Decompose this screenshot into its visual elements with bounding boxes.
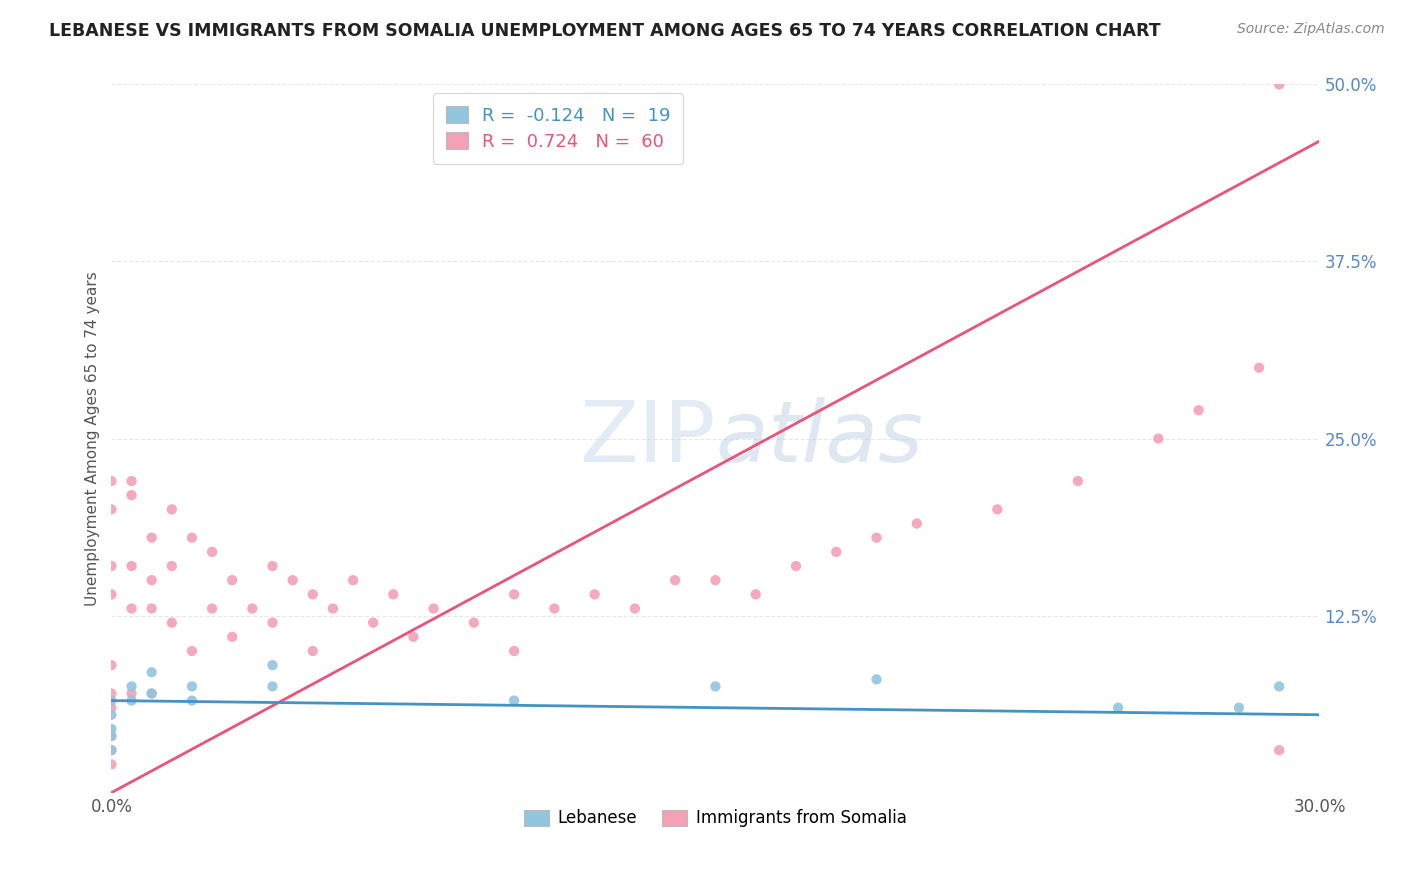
Point bbox=[100, 693, 122, 707]
Point bbox=[100, 700, 122, 714]
Point bbox=[402, 630, 425, 644]
Point bbox=[1067, 474, 1090, 488]
Point bbox=[121, 601, 143, 615]
Point bbox=[342, 573, 364, 587]
Text: atlas: atlas bbox=[716, 397, 924, 480]
Point bbox=[583, 587, 606, 601]
Point bbox=[160, 559, 183, 574]
Point bbox=[100, 729, 122, 743]
Point bbox=[100, 729, 122, 743]
Point bbox=[503, 644, 526, 658]
Point bbox=[141, 601, 163, 615]
Point bbox=[141, 531, 163, 545]
Point bbox=[121, 488, 143, 502]
Point bbox=[181, 693, 204, 707]
Point bbox=[543, 601, 565, 615]
Point bbox=[503, 587, 526, 601]
Point bbox=[181, 644, 204, 658]
Point bbox=[100, 658, 122, 673]
Point bbox=[262, 658, 284, 673]
Point bbox=[624, 601, 647, 615]
Point bbox=[825, 545, 848, 559]
Point bbox=[382, 587, 405, 601]
Y-axis label: Unemployment Among Ages 65 to 74 years: Unemployment Among Ages 65 to 74 years bbox=[86, 271, 100, 606]
Point bbox=[141, 665, 163, 680]
Point bbox=[221, 573, 243, 587]
Point bbox=[785, 559, 807, 574]
Point bbox=[704, 573, 727, 587]
Point bbox=[1268, 78, 1291, 92]
Point bbox=[986, 502, 1008, 516]
Point bbox=[100, 757, 122, 772]
Point bbox=[301, 644, 323, 658]
Point bbox=[121, 686, 143, 700]
Point bbox=[905, 516, 928, 531]
Point bbox=[201, 601, 224, 615]
Text: LEBANESE VS IMMIGRANTS FROM SOMALIA UNEMPLOYMENT AMONG AGES 65 TO 74 YEARS CORRE: LEBANESE VS IMMIGRANTS FROM SOMALIA UNEM… bbox=[49, 22, 1161, 40]
Point bbox=[121, 693, 143, 707]
Point bbox=[181, 680, 204, 694]
Point bbox=[100, 743, 122, 757]
Point bbox=[240, 601, 263, 615]
Point bbox=[1268, 743, 1291, 757]
Point bbox=[100, 474, 122, 488]
Point bbox=[744, 587, 766, 601]
Point bbox=[422, 601, 444, 615]
Point bbox=[301, 587, 323, 601]
Point bbox=[181, 531, 204, 545]
Point bbox=[262, 615, 284, 630]
Point bbox=[121, 680, 143, 694]
Point bbox=[1147, 432, 1170, 446]
Point bbox=[100, 743, 122, 757]
Point bbox=[100, 707, 122, 722]
Point bbox=[262, 680, 284, 694]
Point bbox=[160, 615, 183, 630]
Point bbox=[361, 615, 384, 630]
Point bbox=[1247, 360, 1270, 375]
Text: Source: ZipAtlas.com: Source: ZipAtlas.com bbox=[1237, 22, 1385, 37]
Point bbox=[100, 587, 122, 601]
Point bbox=[160, 502, 183, 516]
Point bbox=[1227, 700, 1250, 714]
Point bbox=[121, 559, 143, 574]
Point bbox=[463, 615, 485, 630]
Point bbox=[664, 573, 686, 587]
Text: ZIP: ZIP bbox=[579, 397, 716, 480]
Point bbox=[262, 559, 284, 574]
Point bbox=[121, 474, 143, 488]
Point bbox=[100, 722, 122, 736]
Point bbox=[704, 680, 727, 694]
Point bbox=[865, 673, 887, 687]
Point bbox=[281, 573, 304, 587]
Point bbox=[1188, 403, 1211, 417]
Legend: Lebanese, Immigrants from Somalia: Lebanese, Immigrants from Somalia bbox=[517, 803, 912, 834]
Point bbox=[141, 573, 163, 587]
Point bbox=[221, 630, 243, 644]
Point bbox=[141, 686, 163, 700]
Point bbox=[865, 531, 887, 545]
Point bbox=[201, 545, 224, 559]
Point bbox=[100, 502, 122, 516]
Point bbox=[1268, 680, 1291, 694]
Point bbox=[322, 601, 344, 615]
Point bbox=[141, 686, 163, 700]
Point bbox=[100, 686, 122, 700]
Point bbox=[100, 559, 122, 574]
Point bbox=[1107, 700, 1129, 714]
Point bbox=[503, 693, 526, 707]
